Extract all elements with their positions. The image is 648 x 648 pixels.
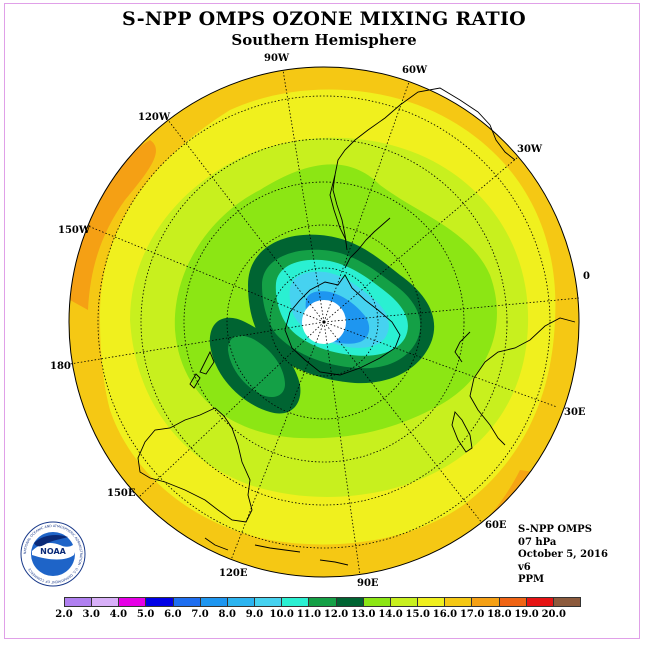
colorbar-tick-label: 17.0 [459, 609, 485, 620]
colorbar [64, 597, 581, 607]
colorbar-swatch [418, 598, 446, 606]
lon-label-60e: 60E [485, 520, 507, 531]
colorbar-swatch [227, 598, 256, 606]
colorbar-tick-label: 14.0 [378, 609, 403, 620]
coastlines [137, 87, 576, 566]
colorbar-tick-label: 20.0 [541, 609, 566, 620]
lon-label-180: 180 [50, 361, 71, 372]
map-title: S-NPP OMPS OZONE MIXING RATIO [121, 8, 527, 30]
colorbar-tick-label: 4.0 [109, 609, 128, 620]
colorbar-tick-label: 7.0 [191, 609, 209, 620]
colorbar-swatch [390, 598, 419, 606]
colorbar-swatch [526, 598, 554, 606]
noaa-logo: NOAA NATIONAL OCEANIC AND ATMOSPHERIC AD… [20, 521, 86, 587]
colorbar-tick-label: 10.0 [269, 609, 294, 620]
info-instrument: S-NPP OMPS [518, 524, 592, 535]
map-boundary [68, 66, 580, 578]
colorbar-tick-label: 3.0 [82, 609, 100, 620]
colorbar-swatch [553, 598, 580, 606]
lon-label-30w: 30W [517, 144, 543, 155]
info-version: v6 [518, 561, 531, 573]
colorbar-swatch [65, 598, 93, 606]
colorbar-swatch [92, 598, 120, 606]
colorbar-swatch [282, 598, 310, 606]
longitude-labels: 0 30E 60E 90E 120E 150E 180 150W 120W 90… [50, 53, 590, 589]
colorbar-swatch [119, 598, 147, 606]
colorbar-swatch [200, 598, 228, 606]
info-pressure: 07 hPa [518, 536, 557, 548]
map-subtitle: Southern Hemisphere [231, 31, 417, 49]
lon-label-30e: 30E [564, 407, 586, 418]
lon-label-0: 0 [583, 271, 590, 282]
ozone-field [69, 67, 579, 577]
colorbar-swatch [363, 598, 391, 606]
colorbar-tick-label: 9.0 [245, 609, 264, 620]
colorbar-swatch [336, 598, 364, 606]
colorbar-tick-label: 5.0 [136, 609, 155, 620]
colorbar-swatch [472, 598, 500, 606]
graticule [69, 69, 580, 576]
colorbar-swatch [255, 598, 283, 606]
colorbar-tick-label: 2.0 [55, 609, 73, 620]
colorbar-swatch [146, 598, 174, 606]
lon-label-90e: 90E [357, 578, 379, 589]
colorbar-tick-label: 18.0 [487, 609, 512, 620]
colorbar-tick-label: 6.0 [164, 609, 182, 620]
plot-frame [4, 3, 640, 639]
noaa-logo-text: NOAA [40, 547, 66, 556]
colorbar-tick-label: 11.0 [296, 609, 322, 620]
info-block: S-NPP OMPS 07 hPa October 5, 2016 v6 PPM [518, 524, 608, 587]
colorbar-tick-label: 19.0 [514, 609, 539, 620]
colorbar-swatch [499, 598, 527, 606]
pole-marker [322, 320, 326, 324]
lon-label-120w: 120W [138, 112, 171, 123]
lon-label-150w: 150W [58, 225, 91, 236]
colorbar-swatch [445, 598, 473, 606]
info-units: PPM [518, 574, 545, 585]
lon-label-150e: 150E [107, 488, 136, 499]
lon-label-120e: 120E [219, 568, 248, 579]
colorbar-tick-label: 13.0 [351, 609, 376, 620]
colorbar-swatch [309, 598, 337, 606]
colorbar-ticks: 2.0 3.0 4.0 5.0 6.0 7.0 8.0 9.0 10.0 11.0 12.0 13.0… [0, 609, 648, 623]
colorbar-tick-label: 8.0 [218, 609, 236, 620]
lon-label-90w: 90W [264, 53, 290, 64]
colorbar-tick-label: 12.0 [323, 609, 349, 620]
colorbar-tick-label: 15.0 [405, 609, 430, 620]
colorbar-tick-label: 16.0 [432, 609, 458, 620]
colorbar-swatch [173, 598, 201, 606]
info-date: October 5, 2016 [518, 549, 608, 560]
lon-label-60w: 60W [402, 65, 428, 76]
